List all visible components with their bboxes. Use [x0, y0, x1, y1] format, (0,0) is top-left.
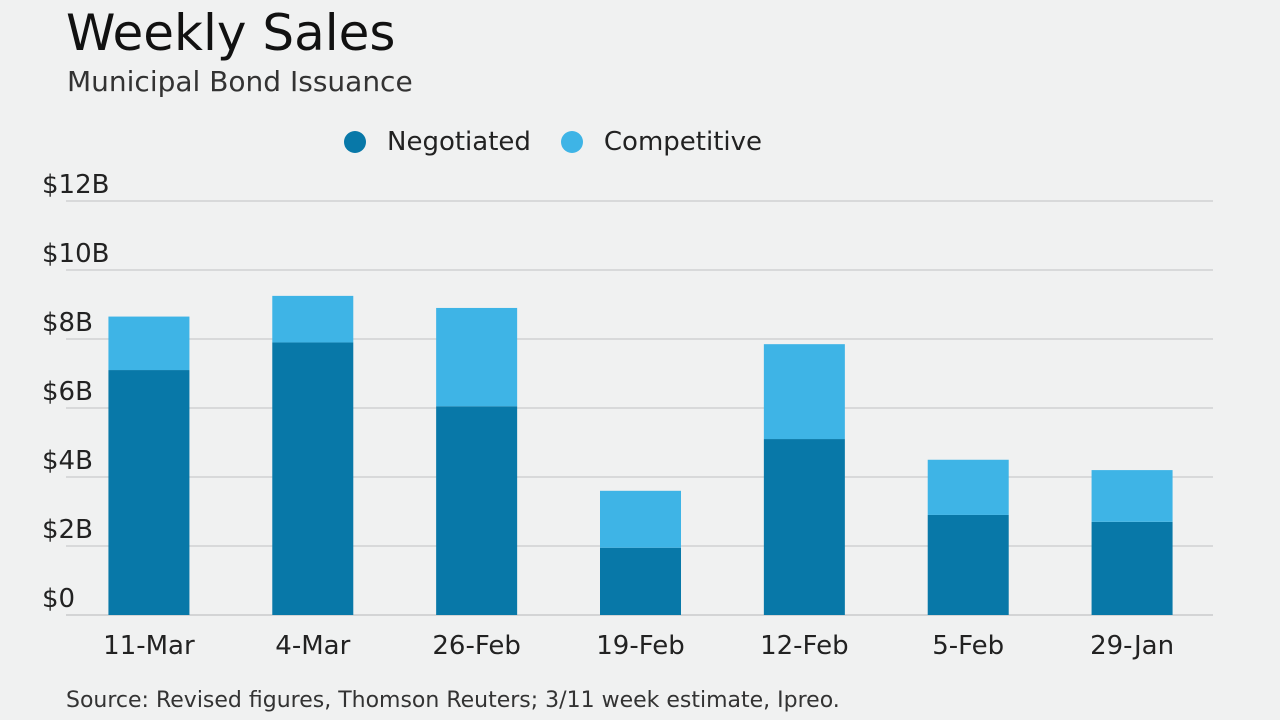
bar-chart: $0 $2B $4B $6B $8B $10B $12B 11-Mar 4-Mar 26-Feb 1…: [42, 170, 1213, 661]
y-tick-label: $2B: [42, 515, 93, 545]
bar-competitive: [436, 307, 518, 407]
bar-negotiated: [763, 439, 845, 615]
legend-swatch-competitive: [560, 131, 583, 153]
legend-item-competitive: Competitive: [560, 127, 763, 157]
bar-negotiated: [1091, 521, 1173, 615]
bar-negotiated: [436, 406, 518, 615]
bar-competitive: [763, 344, 845, 440]
bar-competitive: [1091, 470, 1173, 522]
y-tick-label: $10B: [42, 239, 109, 269]
x-tick-label: 5-Feb: [932, 631, 1004, 661]
bar-competitive: [600, 490, 681, 548]
x-tick-label: 11-Mar: [103, 631, 195, 661]
legend: Negotiated Competitive: [344, 124, 792, 160]
source-note: Source: Revised figures, Thomson Reuters…: [66, 688, 840, 713]
x-tick-label: 19-Feb: [596, 631, 685, 661]
y-tick-label: $8B: [42, 308, 93, 338]
bar-competitive: [108, 316, 190, 371]
bar-competitive: [272, 295, 354, 343]
legend-item-negotiated: Negotiated: [344, 127, 531, 157]
y-tick-label: $6B: [42, 377, 93, 407]
y-tick-label: $0: [42, 584, 75, 614]
bar-negotiated: [108, 370, 190, 615]
x-tick-label: 26-Feb: [432, 631, 521, 661]
y-tick-label: $4B: [42, 446, 93, 476]
x-tick-label: 12-Feb: [760, 631, 849, 661]
x-tick-label: 29-Jan: [1090, 631, 1174, 661]
y-tick-label: $12B: [42, 170, 109, 200]
legend-label-negotiated: Negotiated: [387, 127, 531, 157]
bar-negotiated: [927, 514, 1009, 615]
legend-label-competitive: Competitive: [603, 127, 763, 157]
chart-title: Weekly Sales: [66, 4, 396, 62]
legend-swatch-negotiated: [344, 131, 366, 153]
bar-negotiated: [600, 547, 681, 615]
x-tick-label: 4-Mar: [275, 631, 350, 661]
chart-subtitle: Municipal Bond Issuance: [67, 65, 413, 98]
bar-competitive: [927, 459, 1009, 515]
bar-negotiated: [272, 342, 354, 615]
